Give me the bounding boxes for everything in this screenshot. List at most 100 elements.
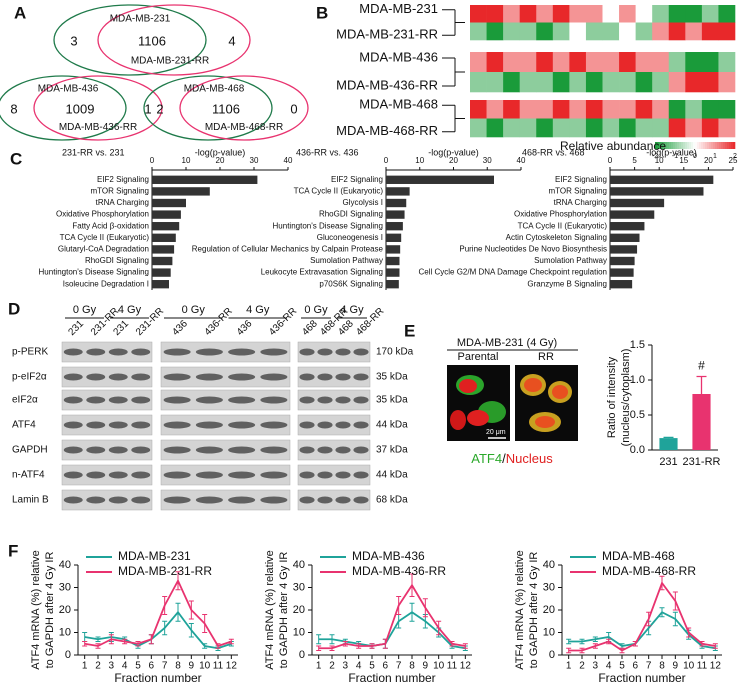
bar: [386, 256, 400, 266]
blot-band: [260, 496, 288, 504]
blot-band: [299, 421, 315, 429]
bar: [152, 187, 210, 196]
separator: /: [502, 451, 506, 466]
error-bar: [422, 598, 428, 618]
heatmap-cell: [569, 118, 587, 138]
color-scale: [663, 142, 666, 149]
heatmap-cell: [470, 100, 487, 119]
chart-title: 436-RR vs. 436: [296, 147, 359, 157]
error-bar: [646, 611, 652, 627]
error-bar: [659, 607, 665, 618]
bar: [386, 198, 407, 208]
heatmap-cell: [519, 100, 537, 119]
heatmap-cell: [668, 118, 686, 138]
dendrogram: [454, 9, 465, 36]
blot-band: [299, 348, 315, 356]
bar: [152, 222, 180, 231]
heatmap-cell: [519, 52, 537, 73]
blot-band: [260, 373, 288, 381]
blot-size: 170 kDa: [376, 347, 414, 358]
color-scale: [687, 142, 690, 149]
blot-membrane: [297, 341, 371, 363]
x-tick-label: 1: [82, 661, 88, 672]
color-scale: [711, 142, 714, 149]
heatmap-cell: [718, 5, 736, 23]
bar: [152, 210, 181, 219]
blot-row-label: eIF2α: [12, 395, 38, 406]
heatmap-cell: [652, 5, 670, 23]
blot-band: [86, 471, 106, 479]
x-tick-label: 2: [579, 661, 585, 672]
error-bar: [632, 641, 638, 647]
error-bar: [202, 643, 208, 649]
blot-membrane: [61, 341, 153, 363]
x-tick-label: 3: [343, 661, 349, 672]
heatmap-cell: [668, 52, 686, 73]
blot-size: 44 kDa: [376, 470, 408, 481]
error-bar: [228, 638, 234, 645]
y-tick-label: 30: [543, 581, 555, 593]
heatmap-cell: [470, 5, 487, 23]
blot-band: [195, 446, 223, 454]
venn-count: 1106: [138, 33, 166, 48]
x-tick-label: 0: [608, 156, 613, 165]
blot-band: [195, 421, 223, 429]
heatmap-cell: [536, 5, 554, 23]
venn-set: [0, 75, 127, 141]
heatmap-cell: [470, 72, 487, 93]
category-label: Fatty Acid β-oxidation: [72, 221, 149, 230]
heatmap-cell: [668, 22, 686, 41]
color-scale: [671, 142, 674, 149]
heatmap-cell: [668, 72, 686, 93]
y-tick-label: 30: [293, 581, 305, 593]
bar: [152, 268, 171, 277]
x-tick-label: 20: [704, 156, 713, 165]
blot-band: [317, 446, 333, 454]
y-tick-label: 30: [59, 581, 71, 593]
error-bar: [566, 638, 572, 645]
error-bar: [175, 602, 181, 622]
blot-group: 0 Gy: [182, 304, 206, 316]
data-line: [318, 583, 466, 650]
x-tick-label: 4: [356, 661, 362, 672]
x-tick-label: 8: [409, 661, 415, 672]
category-label: RhoGDI Signaling: [85, 256, 149, 265]
blot-band: [335, 496, 351, 504]
stain-legend: ATF4/Nucleus: [471, 451, 553, 466]
bar: [610, 187, 704, 196]
error-bar: [592, 643, 598, 649]
category-label: EIF2 Signaling: [331, 175, 383, 184]
bar: [610, 256, 635, 266]
error-bar: [148, 634, 154, 645]
blot-band: [86, 373, 106, 381]
blot-band: [108, 471, 128, 479]
image-column: RR: [538, 351, 554, 363]
blot-band: [63, 396, 83, 404]
legend-label: MDA-MB-231: [118, 549, 191, 563]
color-scale: [659, 142, 662, 149]
x-tick-label: 0: [384, 156, 389, 165]
panel-label: A: [14, 3, 26, 22]
x-tick-label: 6: [633, 661, 639, 672]
blot-band: [86, 446, 106, 454]
blot-band: [228, 496, 256, 504]
category-label: Isoleucine Degradation I: [63, 279, 149, 288]
heatmap-cell: [470, 118, 487, 138]
heatmap-cell: [552, 118, 570, 138]
heatmap-cell: [503, 5, 520, 23]
heatmap-cell: [503, 22, 520, 41]
x-tick-label: 20: [216, 156, 225, 165]
x-tick-label: 30: [483, 156, 492, 165]
heatmap-cell: [552, 5, 570, 23]
bar: [386, 187, 410, 196]
heatmap-cell: [536, 52, 554, 73]
blot-membrane: [160, 389, 291, 411]
heatmap-cell: [718, 22, 736, 41]
heatmap-cell: [569, 100, 587, 119]
error-bar: [342, 641, 348, 647]
blot-band: [131, 373, 151, 381]
blot-band: [299, 446, 315, 454]
blot-band: [163, 446, 191, 454]
y-tick-label: 10: [543, 626, 555, 638]
venn-label: MDA-MB-436-RR: [59, 122, 137, 133]
